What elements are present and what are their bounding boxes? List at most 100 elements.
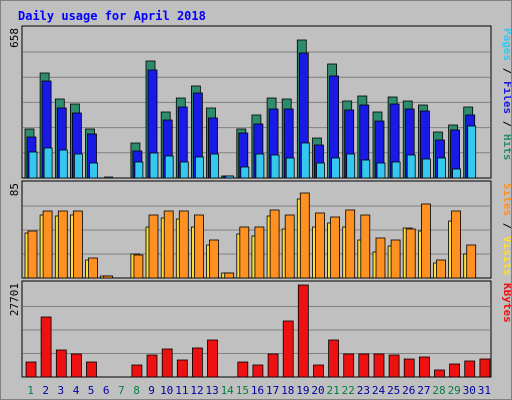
bar-pages-day-6: [104, 176, 113, 179]
day-label-1: 1: [27, 384, 34, 397]
bar-sites-day-30: [466, 244, 477, 279]
bar-kbytes-day-22: [343, 353, 355, 378]
bar-sites-day-16: [254, 226, 265, 279]
bar-kbytes-day-3: [55, 349, 67, 378]
bar-kbytes-day-27: [418, 356, 430, 378]
bar-pages-day-30: [467, 125, 477, 179]
series-label-hits: Hits: [501, 134, 511, 161]
day-label-21: 21: [326, 384, 339, 397]
axis-max-label: 85: [8, 183, 21, 196]
bar-sites-day-3: [57, 210, 68, 279]
bar-kbytes-day-12: [191, 347, 203, 378]
bar-kbytes-day-5: [86, 361, 97, 378]
bar-pages-day-15: [240, 166, 250, 179]
bar-pages-day-25: [391, 161, 401, 179]
series-label-separator: /: [501, 61, 511, 81]
bar-sites-day-22: [345, 209, 356, 279]
bar-pages-day-14: [225, 175, 235, 179]
series-label: KBytes: [501, 283, 511, 323]
bar-sites-day-26: [405, 228, 416, 279]
panel-3: 27701 KBytes: [8, 280, 511, 378]
series-label-pages: Pages: [501, 28, 511, 61]
bar-kbytes-day-11: [176, 359, 188, 378]
bar-sites-day-1: [27, 230, 38, 279]
bar-kbytes-day-1: [25, 361, 37, 378]
day-label-14: 14: [221, 384, 235, 397]
bar-sites-day-8: [133, 254, 144, 279]
series-label-files: Files: [501, 81, 511, 114]
series-label: Pages / Files / Hits: [501, 28, 511, 161]
series-label-separator: /: [501, 216, 511, 236]
day-label-19: 19: [296, 384, 309, 397]
bar-sites-day-18: [284, 214, 295, 279]
day-label-26: 26: [402, 384, 415, 397]
panel-1: 658 Pages / Files / Hits: [8, 25, 511, 179]
bar-pages-day-23: [361, 159, 371, 179]
bar-sites-day-9: [148, 214, 159, 279]
day-label-18: 18: [281, 384, 294, 397]
bar-pages-day-13: [210, 153, 219, 179]
bar-sites-day-17: [269, 209, 280, 279]
bar-pages-day-12: [194, 156, 204, 179]
series-label: Sites / Visits: [501, 183, 511, 276]
bar-pages-day-1: [28, 151, 38, 179]
bar-pages-day-21: [331, 157, 341, 179]
day-label-28: 28: [432, 384, 445, 397]
bar-kbytes-day-13: [207, 339, 218, 378]
bar-pages-day-26: [406, 154, 416, 179]
day-label-8: 8: [133, 384, 140, 397]
bar-pages-day-27: [421, 158, 431, 179]
day-label-17: 17: [266, 384, 279, 397]
chart-title: Daily usage for April 2018: [18, 9, 206, 23]
bar-kbytes-day-24: [373, 353, 385, 378]
bar-sites-day-24: [375, 237, 386, 279]
bar-kbytes-day-31: [479, 358, 491, 378]
bar-kbytes-day-26: [403, 358, 415, 378]
bar-pages-day-11: [179, 161, 189, 179]
bar-sites-day-21: [330, 216, 341, 279]
bar-sites-day-27: [420, 203, 431, 279]
series-label-separator: /: [501, 114, 511, 134]
day-label-6: 6: [103, 384, 110, 397]
bar-kbytes-day-23: [358, 353, 370, 378]
day-label-30: 30: [463, 384, 476, 397]
bar-kbytes-day-9: [146, 354, 158, 378]
bar-pages-day-19: [300, 142, 310, 179]
day-label-20: 20: [311, 384, 324, 397]
bar-kbytes-day-19: [297, 284, 309, 378]
bar-kbytes-day-17: [267, 353, 279, 378]
bar-sites-day-28: [436, 259, 446, 279]
day-label-23: 23: [357, 384, 370, 397]
bar-kbytes-day-29: [449, 363, 461, 378]
bar-sites-day-20: [315, 212, 325, 279]
day-label-27: 27: [417, 384, 430, 397]
bar-kbytes-day-30: [464, 360, 476, 378]
bar-sites-day-4: [73, 210, 83, 279]
series-label-visits: Visits: [501, 236, 511, 276]
day-label-5: 5: [88, 384, 95, 397]
bar-kbytes-day-4: [71, 353, 82, 378]
bar-sites-day-5: [88, 257, 98, 279]
bar-sites-day-10: [163, 210, 174, 279]
bar-pages-day-29: [452, 168, 462, 179]
day-label-9: 9: [148, 384, 155, 397]
day-label-24: 24: [372, 384, 386, 397]
bar-pages-day-8: [134, 161, 144, 179]
day-label-25: 25: [387, 384, 400, 397]
bar-kbytes-day-28: [434, 369, 445, 378]
bar-pages-day-4: [74, 153, 83, 179]
axis-max-label: 658: [8, 28, 21, 48]
bar-sites-day-29: [451, 210, 462, 279]
day-label-4: 4: [73, 384, 80, 397]
bar-kbytes-day-15: [237, 361, 249, 378]
panel-2: 85 Sites / Visits: [8, 180, 511, 279]
bar-kbytes-day-16: [252, 364, 264, 378]
bar-pages-day-17: [270, 154, 280, 179]
day-label-31: 31: [478, 384, 491, 397]
bar-sites-day-13: [209, 239, 219, 279]
bar-kbytes-day-20: [313, 364, 324, 378]
day-label-15: 15: [236, 384, 249, 397]
bar-pages-day-22: [346, 153, 356, 179]
